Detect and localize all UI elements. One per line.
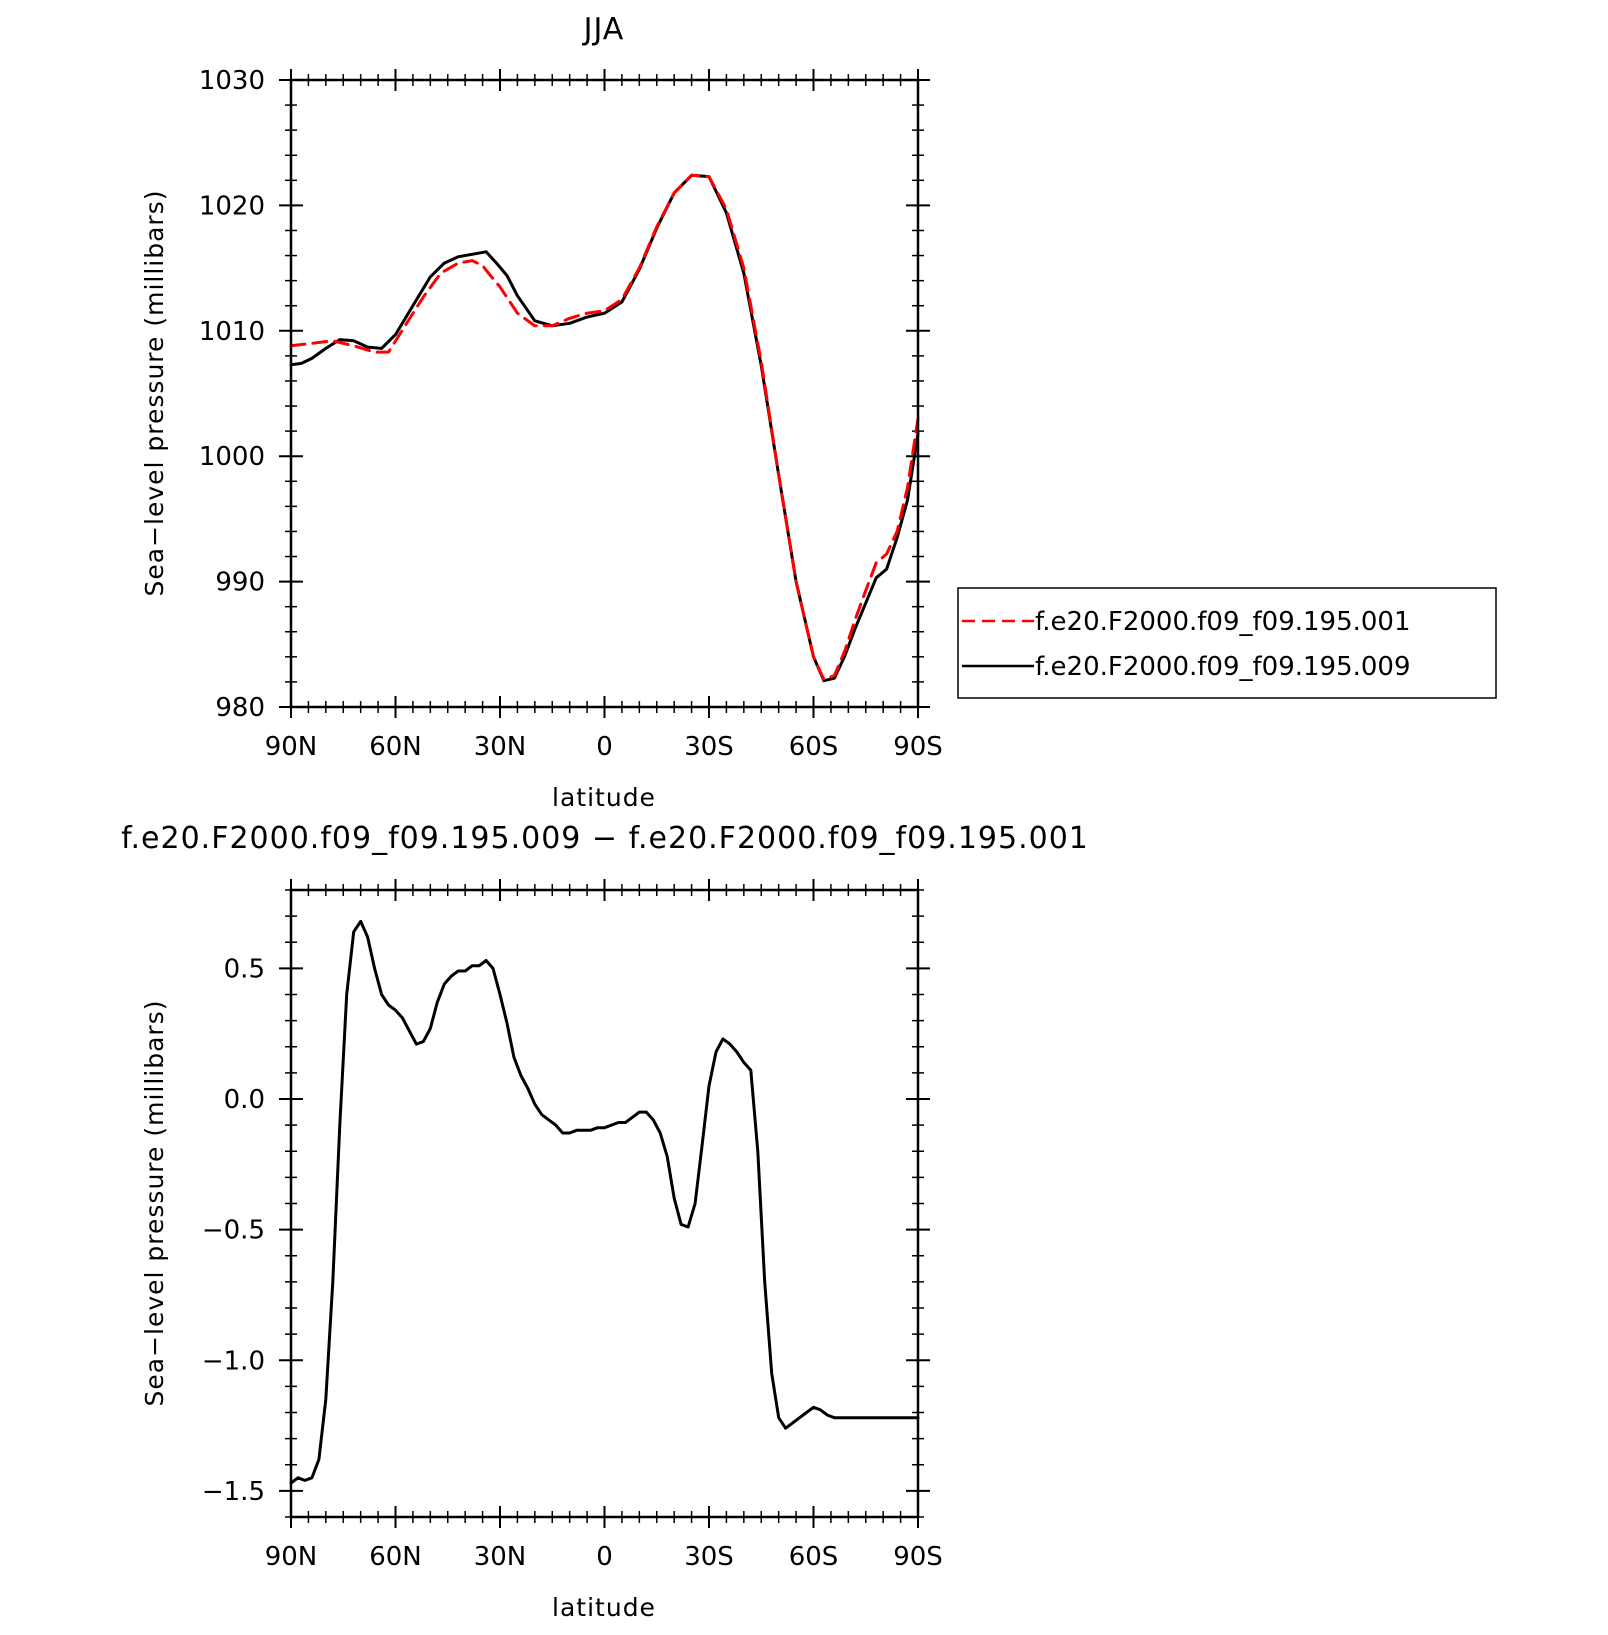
x-tick-label: 30S: [684, 1542, 734, 1572]
series-line-0: [289, 919, 920, 1485]
x-tick-label: 30S: [684, 732, 734, 762]
chart-title: JJA: [582, 12, 625, 47]
plot-frame: [289, 78, 920, 709]
x-tick-label: 0: [596, 1542, 613, 1572]
series-lines: [289, 919, 920, 1485]
x-tick-label: 90N: [265, 732, 318, 762]
y-tick-label: 1010: [199, 317, 265, 347]
y-tick-label: 990: [215, 568, 265, 598]
x-tick-label: 60N: [369, 1542, 422, 1572]
x-axis-label: latitude: [552, 1593, 656, 1622]
y-axis-label: Sea−level pressure (millibars): [140, 1000, 169, 1407]
y-tick-label: 1030: [199, 66, 265, 96]
plot-frame: [289, 888, 920, 1519]
x-axis-label: latitude: [552, 783, 656, 812]
series-lines: [289, 173, 920, 683]
legend-label-exp: f.e20.F2000.f09_f09.195.009: [1035, 652, 1411, 682]
tick-marks: [279, 69, 930, 718]
chart-title: f.e20.F2000.f09_f09.195.009 − f.e20.F200…: [121, 821, 1089, 856]
x-tick-label: 90S: [893, 1542, 943, 1572]
x-tick-label: 90S: [893, 732, 943, 762]
x-tick-label: 90N: [265, 1542, 318, 1572]
difference-line-chart: f.e20.F2000.f09_f09.195.009 − f.e20.F200…: [121, 821, 1089, 1622]
x-tick-label: 60S: [789, 1542, 839, 1572]
x-tick-label: 30N: [474, 1542, 527, 1572]
y-tick-label: 1000: [199, 442, 265, 472]
legend-box: [957, 587, 1497, 699]
y-tick-label: 980: [215, 693, 265, 723]
legend-label-ctrl: f.e20.F2000.f09_f09.195.001: [1035, 607, 1411, 637]
y-tick-label: −0.5: [202, 1216, 265, 1246]
legend: f.e20.F2000.f09_f09.195.001 f.e20.F2000.…: [957, 587, 1497, 699]
y-tick-label: 1020: [199, 191, 265, 221]
series-line-0: [289, 173, 920, 681]
tick-labels: 0.5 0.0 −0.5 −1.0 −1.5 90N 60N 30N 0 30S 60S 90S: [202, 954, 943, 1572]
y-tick-label: 0.5: [224, 954, 265, 984]
series-line-1: [289, 173, 920, 683]
x-tick-label: 60N: [369, 732, 422, 762]
y-axis-label: Sea−level pressure (millibars): [140, 190, 169, 597]
y-tick-label: 0.0: [224, 1085, 265, 1115]
y-tick-label: −1.0: [202, 1346, 265, 1376]
x-tick-label: 0: [596, 732, 613, 762]
x-tick-label: 30N: [474, 732, 527, 762]
x-tick-label: 60S: [789, 732, 839, 762]
y-tick-label: −1.5: [202, 1477, 265, 1507]
